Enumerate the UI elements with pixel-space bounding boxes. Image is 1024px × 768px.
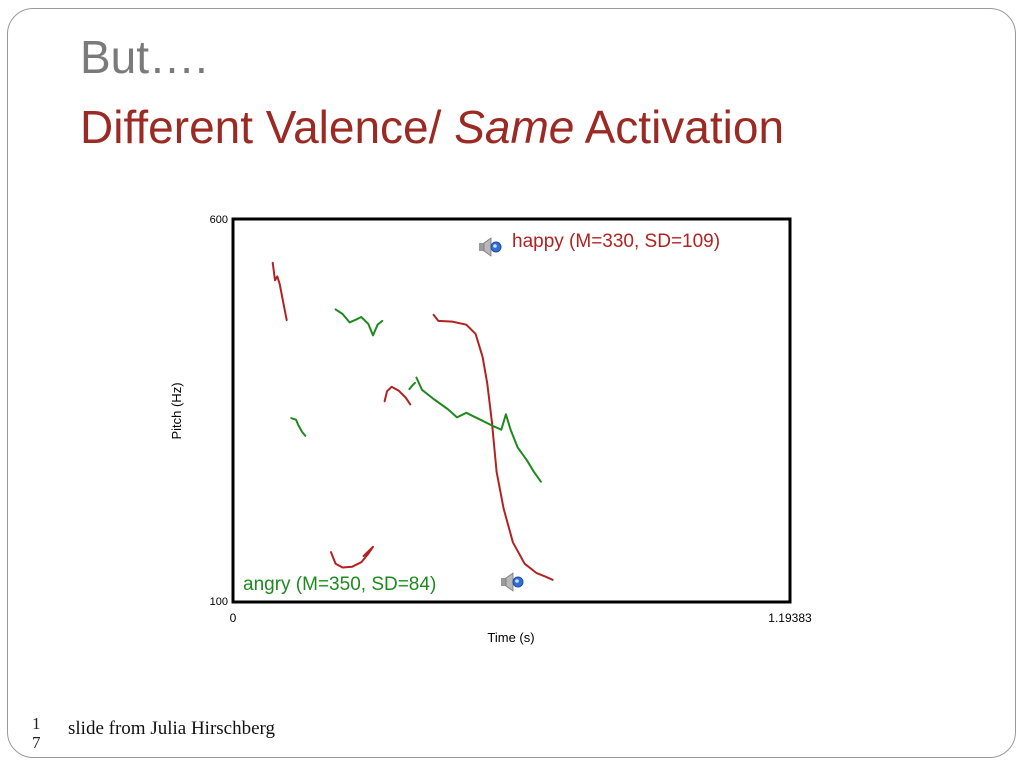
angry-pitch-segment-4 [415, 376, 542, 483]
series-layer [271, 261, 554, 581]
happy-pitch-segment-2 [330, 545, 374, 569]
subtitle-part-1: Different Valence/ [80, 101, 455, 153]
happy-pitch-segment-4 [432, 313, 554, 581]
legend-angry: angry (M=350, SD=84) [243, 572, 524, 595]
legend-label-angry: angry (M=350, SD=84) [243, 574, 436, 595]
x-axis-label: Time (s) [487, 630, 534, 645]
angry-pitch-segment-3 [408, 381, 416, 391]
slide-title: But…. [80, 31, 208, 83]
x-tick-label-left: 0 [230, 611, 237, 625]
subtitle-part-2: Activation [574, 101, 785, 153]
y-tick-label-bottom: 100 [210, 596, 228, 608]
y-axis-label: Pitch (Hz) [169, 382, 184, 439]
happy-pitch-segment-3 [383, 385, 412, 406]
pitch-chart: 600 100 0 1.19383 Time (s) Pitch (Hz) ha… [169, 214, 812, 645]
slide-frame [7, 8, 1016, 758]
legend-label-happy: happy (M=330, SD=109) [512, 231, 720, 252]
subtitle-emphasis: Same [454, 101, 575, 153]
happy-pitch-segment-1 [271, 261, 288, 322]
speaker-icon[interactable] [501, 572, 524, 592]
slide-number: 17 [32, 714, 41, 752]
plot-area [231, 217, 792, 604]
speaker-icon[interactable] [479, 237, 502, 257]
slide-credit: slide from Julia Hirschberg [68, 718, 276, 739]
y-tick-label-top: 600 [210, 214, 228, 226]
legend-happy: happy (M=330, SD=109) [479, 231, 720, 257]
angry-pitch-segment-2 [334, 308, 384, 337]
slide-subtitle: Different Valence/ Same Activation [80, 104, 784, 150]
x-tick-label-right: 1.19383 [768, 611, 812, 625]
angry-pitch-segment-1 [290, 417, 307, 437]
